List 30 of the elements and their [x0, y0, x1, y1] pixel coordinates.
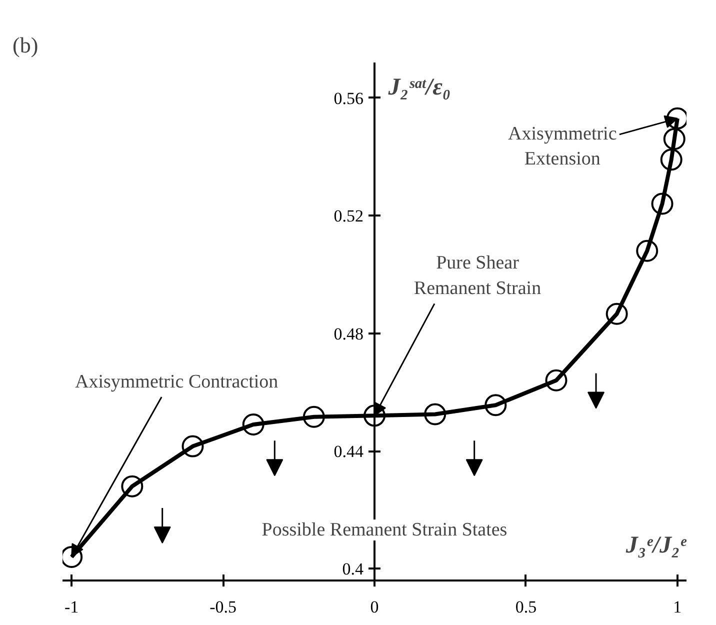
point — [651, 192, 674, 215]
x-tick-label: 0 — [370, 598, 379, 616]
point — [364, 404, 386, 427]
point — [302, 406, 325, 428]
annotation: Pure Shear Remanent Strain — [414, 252, 542, 299]
chart-title: (b) — [12, 32, 38, 58]
y-axis-title: J₂ˢᵃᵗ/ε₀ — [387, 74, 451, 100]
point — [121, 475, 144, 498]
point — [424, 403, 446, 426]
point — [606, 302, 628, 325]
annotation: Axisymmetric Contraction — [75, 371, 279, 392]
y-tick-label: 0.56 — [334, 88, 364, 108]
point — [545, 369, 568, 392]
point — [484, 394, 507, 416]
x-axis-title: J₃ᵉ/J₂ᵉ — [624, 532, 687, 558]
x-tick-label: 1 — [673, 598, 682, 616]
point — [182, 435, 204, 458]
point — [663, 128, 686, 150]
point — [242, 414, 264, 436]
y-tick-label: 0.52 — [334, 206, 364, 226]
x-tick-label: 0.5 — [515, 598, 537, 616]
annotation: Possible Remanent Strain States — [262, 520, 508, 540]
annotation: Axisymmetric Extension — [508, 123, 617, 170]
point — [660, 148, 682, 171]
x-tick-label: -0.5 — [210, 598, 237, 616]
y-tick-label: 0.44 — [334, 442, 364, 461]
y-tick-label: 0.48 — [334, 324, 364, 344]
point — [636, 240, 658, 262]
x-tick-label: -1 — [64, 598, 79, 616]
y-tick-label: 0.4 — [342, 560, 364, 579]
